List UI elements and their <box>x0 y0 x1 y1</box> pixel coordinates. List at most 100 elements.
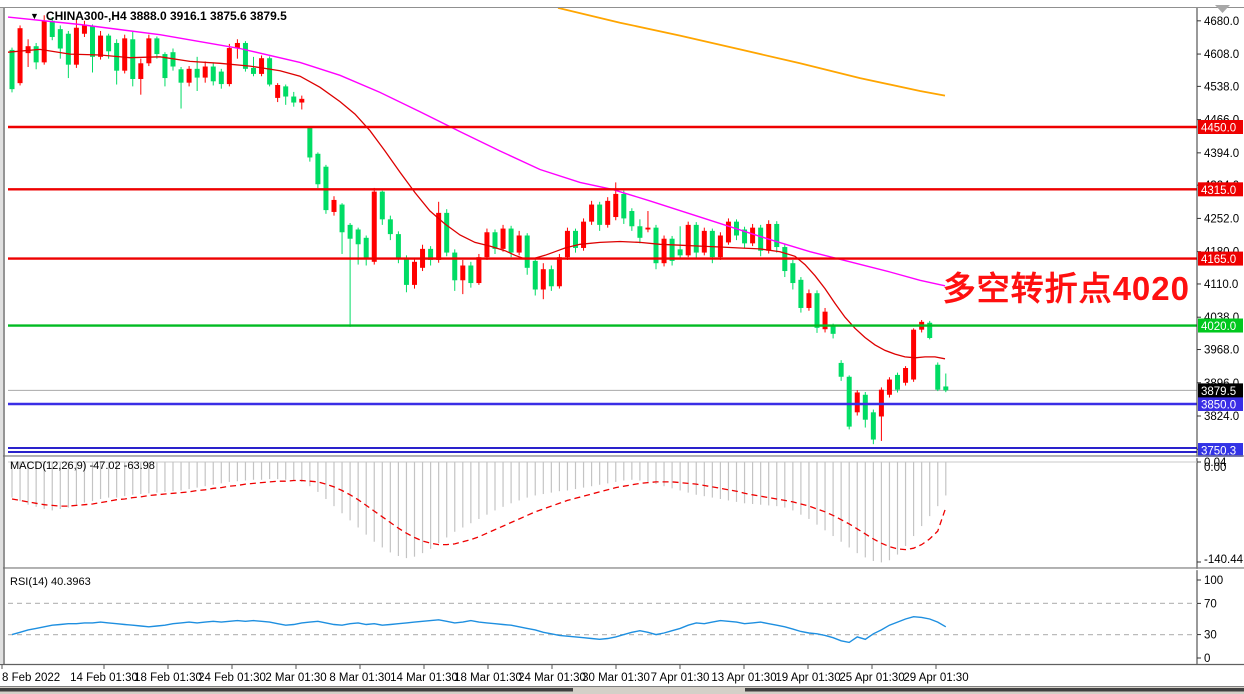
candle-body <box>259 58 265 74</box>
candle-body <box>444 212 450 253</box>
candle-body <box>508 228 514 253</box>
candle-body <box>57 29 63 49</box>
time-tick-label: 19 Apr 01:30 <box>775 672 840 684</box>
svg-text:3879.5: 3879.5 <box>1201 386 1236 398</box>
candle-body <box>669 238 675 261</box>
candle-body <box>98 35 104 57</box>
candle-body <box>532 260 538 290</box>
candle-body <box>564 230 570 258</box>
h-scrollbar-track[interactable] <box>0 688 573 692</box>
candle-body <box>331 199 337 212</box>
time-tick-label: 24 Mar 01:30 <box>518 672 586 684</box>
scroll-to-end-marker-icon[interactable] <box>1215 5 1230 13</box>
candle-body <box>202 66 208 78</box>
candle-body <box>911 329 917 380</box>
candle-body <box>717 235 723 258</box>
candle-body <box>605 200 611 225</box>
candle-body <box>122 38 128 71</box>
candle-body <box>218 71 224 85</box>
rsi-axis-label: 70 <box>1204 598 1217 610</box>
candle-body <box>9 49 15 90</box>
candle-body <box>162 54 168 79</box>
macd-axis-label: 0.04 <box>1204 457 1227 469</box>
candle-body <box>766 223 772 251</box>
candle-body <box>854 392 860 413</box>
svg-text:3750.3: 3750.3 <box>1201 446 1236 458</box>
rsi-indicator-label: RSI(14) 40.3963 <box>10 576 91 588</box>
price-badge-4020.0: 4020.0 <box>1198 318 1243 333</box>
hline-3750.3[interactable] <box>8 447 1197 454</box>
candle-body <box>291 96 297 103</box>
candle-body <box>846 376 852 427</box>
time-tick-label: 7 Apr 01:30 <box>651 672 710 684</box>
macd-pane[interactable]: 0.040.00 -140.44 <box>8 457 1244 566</box>
rsi-axis-label: 0 <box>1204 653 1210 665</box>
macd-axis-label: 0.00 <box>1204 462 1226 474</box>
price-tick-label: 3824.0 <box>1204 411 1239 423</box>
candle-body <box>387 219 393 235</box>
candle-body <box>709 230 715 258</box>
candle-body <box>943 386 949 391</box>
h-scrollbar-thumb[interactable] <box>573 687 745 693</box>
candle-body <box>806 293 812 308</box>
price-badge-3750.3: 3750.3 <box>1198 443 1243 458</box>
candle-body <box>403 258 409 285</box>
candle-body <box>17 28 23 84</box>
candle-body <box>460 265 466 281</box>
price-tick-label: 4394.0 <box>1204 148 1239 160</box>
candle-body <box>468 265 474 284</box>
candle-body <box>701 230 707 253</box>
price-axis: 4680.04608.04538.04466.04394.04324.04252… <box>1197 16 1243 458</box>
candle-body <box>412 261 417 285</box>
time-tick-label: 13 Apr 01:30 <box>711 672 776 684</box>
candle-body <box>573 230 578 248</box>
time-tick-label: 24 Feb 01:30 <box>198 672 266 684</box>
candle-body <box>347 224 353 239</box>
svg-text:4315.0: 4315.0 <box>1201 185 1236 197</box>
candle-body <box>186 68 192 83</box>
candle-body <box>653 227 659 264</box>
time-tick-label: 14 Mar 01:30 <box>390 672 458 684</box>
rsi-axis-label: 30 <box>1204 630 1217 642</box>
candle-body <box>814 293 820 328</box>
rsi-pane[interactable]: 100 70 30 0 <box>8 575 1223 665</box>
candle-body <box>65 33 71 65</box>
candle-body <box>645 227 651 230</box>
candle-body <box>903 367 909 383</box>
svg-text:3850.0: 3850.0 <box>1201 400 1236 412</box>
candle-body <box>371 191 377 262</box>
time-tick-label: 25 Apr 01:30 <box>839 672 904 684</box>
price-badge-4450.0: 4450.0 <box>1198 120 1243 135</box>
ma-slow-magenta-line <box>7 16 946 287</box>
candle-body <box>862 394 868 420</box>
candle-body <box>685 224 691 256</box>
candle-body <box>758 227 764 251</box>
h-scrollbar-track[interactable] <box>745 688 1244 692</box>
candle-body <box>895 374 900 390</box>
candle-body <box>725 221 731 243</box>
candle-body <box>154 38 160 55</box>
candle-body <box>226 48 232 85</box>
candle-body <box>500 228 506 249</box>
window-left-border <box>0 8 3 664</box>
time-tick-label: 29 Apr 01:30 <box>903 672 968 684</box>
candle-body <box>476 257 482 284</box>
symbol-dropdown-icon[interactable]: ▼ <box>30 11 39 21</box>
candle-body <box>589 204 595 222</box>
candle-body <box>935 364 941 390</box>
candle-body <box>540 269 546 290</box>
candle-body <box>49 20 55 37</box>
rsi-axis-label: 100 <box>1204 575 1223 587</box>
candle-body <box>395 234 401 259</box>
symbol-title: ▼ CHINA300-,H4 3888.0 3916.1 3875.6 3879.… <box>30 9 287 23</box>
candle-body <box>33 46 39 63</box>
candle-body <box>452 252 458 281</box>
candle-body <box>194 68 200 78</box>
rsi-line <box>11 615 947 644</box>
price-tick-label: 4110.0 <box>1204 279 1238 291</box>
candle-body <box>307 127 313 158</box>
